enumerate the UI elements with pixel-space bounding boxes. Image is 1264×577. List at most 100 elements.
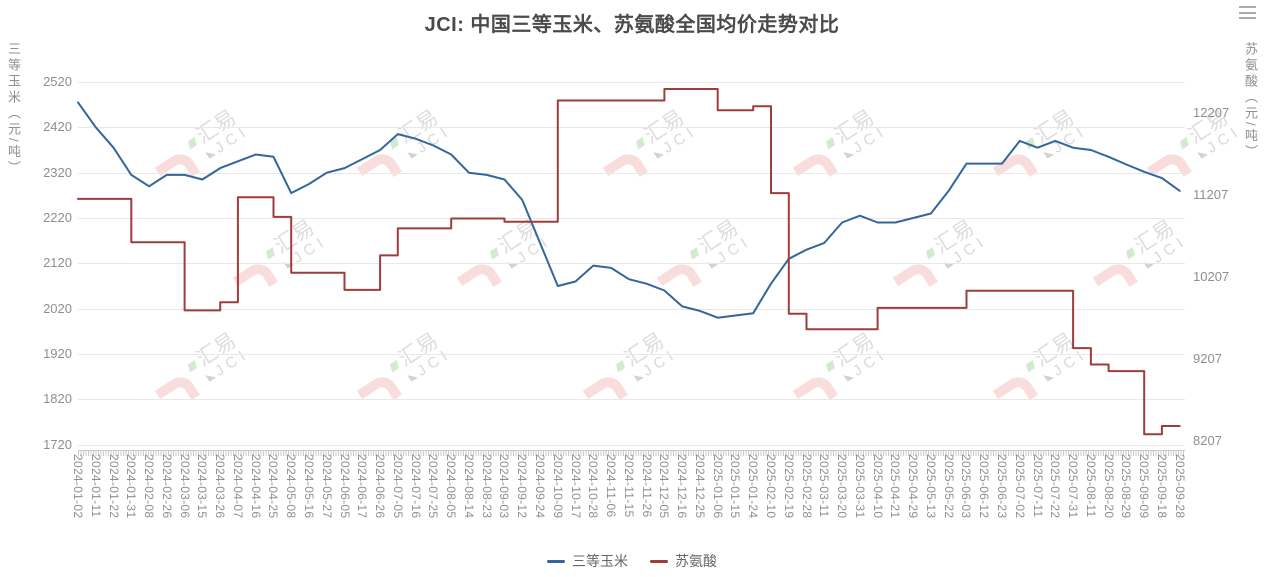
right-axis-tick-label: 8207 (1193, 433, 1222, 448)
x-axis-tick-label: 2024-06-05 (337, 454, 352, 519)
x-axis-tick-label: 2025-07-22 (1048, 454, 1063, 519)
x-axis-tick-label: 2024-07-25 (426, 454, 441, 519)
right-axis-tick-label: 9207 (1193, 351, 1222, 366)
x-axis-tick-label: 2024-12-05 (657, 454, 672, 519)
gridline (78, 308, 1185, 310)
x-axis-tick-label: 2024-04-25 (266, 454, 281, 519)
x-axis-tick-label: 2025-02-10 (764, 454, 778, 519)
left-axis-tick-label: 2020 (43, 300, 72, 316)
gridline (78, 127, 1185, 129)
x-axis-tick-label: 2024-02-26 (159, 454, 174, 519)
right-axis-tick-label: 10207 (1193, 269, 1230, 284)
x-axis-tick-label: 2025-03-31 (852, 454, 867, 519)
x-axis-tick-label: 2025-02-28 (799, 454, 814, 519)
corn-price-line (77, 101, 1181, 319)
gridline (78, 217, 1185, 219)
legend-item-threonine[interactable]: 苏氨酸 (650, 551, 717, 571)
x-axis-tick-label: 2025-03-11 (817, 454, 832, 518)
x-axis-tick-label: 2025-01-24 (746, 454, 761, 519)
x-axis-tick-label: 2024-07-16 (408, 454, 423, 519)
left-axis-tick-label: 2220 (43, 209, 72, 225)
gridline (78, 399, 1185, 401)
x-axis-tick-label: 2024-03-06 (177, 454, 192, 519)
left-axis-tick-label: 2420 (43, 119, 72, 135)
hamburger-menu-icon[interactable] (1239, 6, 1256, 23)
x-axis-tick-label: 2024-09-03 (497, 454, 512, 519)
x-axis-tick-label: 2024-03-26 (213, 454, 228, 519)
left-axis-tick-label: 1820 (43, 391, 72, 407)
left-axis-tick-label: 2120 (43, 255, 72, 271)
x-axis-tick-label: 2024-01-11 (88, 454, 103, 518)
x-axis-line (78, 450, 1185, 456)
x-axis-tick-label: 2025-08-20 (1101, 454, 1116, 519)
x-axis-tick-label: 2024-11-26 (639, 454, 654, 518)
x-axis-tick-label: 2025-04-29 (906, 454, 921, 519)
legend-item-corn[interactable]: 三等玉米 (547, 551, 628, 571)
x-axis-tick-label: 2025-09-09 (1137, 454, 1152, 519)
left-axis-tick-label: 1920 (43, 345, 72, 361)
x-axis-tick-label: 2025-04-21 (888, 454, 903, 519)
x-axis-tick-label: 2024-01-02 (71, 454, 85, 519)
x-axis-tick-label: 2025-07-31 (1066, 454, 1081, 519)
gridline (78, 172, 1185, 174)
left-axis-title: 三等玉米（元/吨） (6, 42, 21, 177)
x-axis-tick-label: 2024-05-27 (319, 454, 334, 519)
x-axis-tick-label: 2024-12-25 (692, 454, 707, 519)
hamburger-bar (1239, 6, 1256, 8)
x-axis-tick-label: 2024-12-16 (675, 454, 690, 519)
threonine-legend-dash-icon (650, 559, 668, 563)
x-axis-tick-label: 2025-02-19 (781, 454, 796, 519)
x-axis-tick-label: 2025-09-28 (1172, 454, 1187, 519)
x-axis-tick-label: 2025-08-29 (1119, 454, 1134, 519)
x-axis-tick-label: 2024-11-15 (621, 454, 636, 518)
x-axis-tick-label: 2025-05-22 (941, 454, 956, 519)
x-axis-tick-label: 2024-08-23 (479, 454, 494, 519)
x-axis-tick-label: 2024-05-08 (284, 454, 299, 519)
chart-title: JCI: 中国三等玉米、苏氨酸全国均价走势对比 (424, 14, 840, 36)
x-axis-tick-label: 2024-04-16 (248, 454, 263, 519)
x-axis-tick-label: 2024-10-09 (550, 454, 565, 519)
x-axis-tick-label: 2024-10-28 (586, 454, 601, 519)
hamburger-bar (1239, 11, 1256, 14)
x-axis-tick-label: 2025-03-20 (835, 454, 850, 519)
x-axis-tick-label: 2024-03-15 (195, 454, 210, 519)
x-axis-tick-label: 2025-06-23 (995, 454, 1009, 519)
x-axis-tick-label: 2024-02-08 (142, 454, 157, 519)
x-axis-tick-label: 2025-06-12 (977, 454, 992, 519)
right-axis-title: 苏氨酸（元/吨） (1243, 42, 1258, 161)
right-axis-tick-label: 11207 (1193, 187, 1229, 202)
corn-legend-label: 三等玉米 (572, 553, 628, 569)
x-axis-tick-label: 2024-06-26 (373, 454, 388, 519)
gridline (78, 263, 1185, 265)
left-axis-tick-label: 2520 (43, 74, 72, 89)
corn-legend-dash-icon (547, 559, 565, 563)
x-axis-tick-label: 2025-04-10 (870, 454, 885, 519)
right-axis-tick-label: 12207 (1193, 105, 1230, 120)
x-axis-tick-label: 2025-07-11 (1030, 454, 1045, 518)
hamburger-bar (1239, 17, 1256, 19)
x-axis-tick-label: 2024-09-24 (533, 454, 547, 519)
x-axis-tick-label: 2025-07-02 (1012, 454, 1027, 519)
x-axis-tick-label: 2024-07-05 (390, 454, 405, 519)
x-axis-tick-label: 2024-09-12 (515, 454, 530, 519)
x-axis-tick-label: 2024-01-22 (106, 454, 121, 519)
gridline (78, 82, 1185, 83)
x-axis-tick-label: 2024-11-06 (604, 454, 619, 518)
x-axis-tick-label: 2024-05-16 (302, 454, 316, 519)
threonine-legend-label: 苏氨酸 (675, 553, 717, 569)
x-axis-tick-label: 2024-01-31 (124, 454, 139, 519)
x-axis-tick-label: 2025-09-18 (1154, 454, 1169, 519)
gridline (78, 353, 1185, 355)
x-axis-tick-label: 2025-01-06 (710, 454, 725, 519)
legend: 三等玉米 苏氨酸 (0, 551, 1264, 571)
x-axis-tick-label: 2024-10-17 (568, 454, 583, 519)
threonine-price-line (77, 88, 1181, 436)
x-axis-tick-label: 2025-08-11 (1083, 454, 1098, 518)
x-axis-tick-label: 2024-06-17 (355, 454, 370, 519)
x-axis-tick-label: 2025-01-15 (728, 454, 743, 519)
left-axis-tick-label: 2320 (43, 164, 72, 180)
x-axis-tick-label: 2025-06-03 (959, 454, 974, 519)
x-axis-tick-label: 2024-04-07 (230, 454, 245, 519)
